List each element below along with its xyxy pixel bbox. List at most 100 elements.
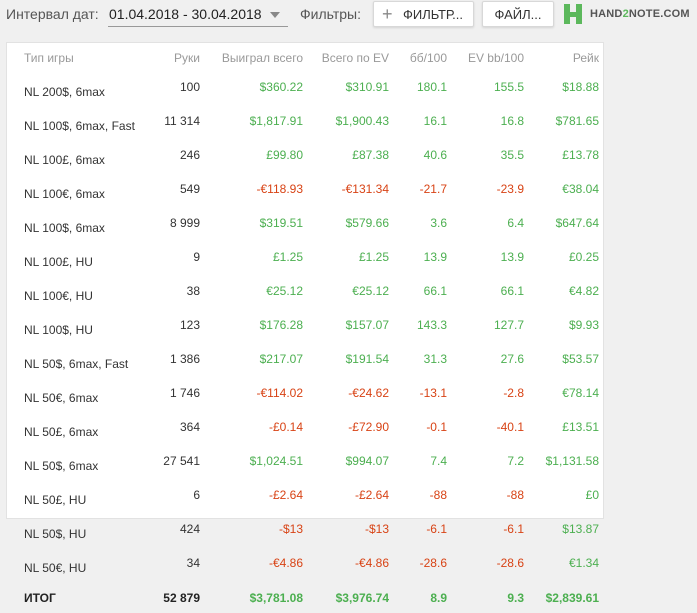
table-cell: 1 746 — [169, 386, 200, 400]
table-cell: 123 — [179, 318, 200, 332]
hand2note-logo-icon — [564, 4, 582, 24]
stats-table: Тип игры Руки Выиграл всего Всего по EV … — [13, 43, 599, 613]
table-row[interactable]: NL 50£, 6max 364 -£0.14 -£72.90 -0.1 -40.1 £13… — [13, 413, 599, 447]
table-cell: -£0.14 — [268, 420, 303, 434]
table-cell: $1,900.43 — [335, 114, 389, 128]
column-header[interactable]: Руки — [174, 51, 200, 65]
table-row[interactable]: NL 50$, 6max, Fast 1 386 $217.07 $191.54 31.… — [13, 345, 599, 379]
table-cell: -€131.34 — [341, 182, 389, 196]
table-cell: -€4.86 — [354, 556, 389, 570]
table-cell: £0.25 — [568, 250, 599, 264]
table-cell: 3.6 — [430, 216, 447, 230]
table-cell: -28.6 — [496, 556, 524, 570]
table-cell: $310.91 — [345, 80, 389, 94]
table-cell: $191.54 — [345, 352, 389, 366]
table-cell: -2.8 — [503, 386, 524, 400]
table-cell: $53.57 — [562, 352, 599, 366]
table-row[interactable]: NL 100$, HU 123 $176.28 $157.07 143.3 127.7 $9… — [13, 311, 599, 345]
table-row[interactable]: NL 100$, 6max 8 999 $319.51 $579.66 3.6 6.4 $6… — [13, 209, 599, 243]
chevron-down-icon[interactable] — [270, 12, 280, 18]
table-cell: 155.5 — [493, 80, 524, 94]
table-row[interactable]: NL 100€, 6max 549 -€118.93 -€131.34 -21.7 -23… — [13, 175, 599, 209]
table-cell: 66.1 — [423, 284, 447, 298]
table-cell: 35.5 — [500, 148, 524, 162]
table-cell: 8.9 — [430, 591, 447, 605]
table-cell: -6.1 — [426, 522, 447, 536]
table-cell: $176.28 — [259, 318, 303, 332]
table-cell: 13.9 — [500, 250, 524, 264]
game-type-cell: NL 100€, HU — [24, 289, 93, 303]
column-header[interactable]: Рейк — [572, 51, 599, 65]
table-total-row[interactable]: ИТОГ 52 879 $3,781.08 $3,976.74 8.9 9.3 $2,839… — [13, 583, 599, 613]
game-type-cell: NL 50€, HU — [24, 561, 87, 575]
column-header[interactable]: бб/100 — [409, 51, 447, 65]
column-header[interactable]: Выиграл всего — [221, 51, 303, 65]
table-row[interactable]: NL 50$, 6max 27 541 $1,024.51 $994.07 7.4 7.2… — [13, 447, 599, 481]
logo-text-post: NOTE.COM — [628, 8, 690, 20]
table-row[interactable]: NL 200$, 6max 100 $360.22 $310.91 180.1 155.5… — [13, 73, 599, 107]
table-cell: -€114.02 — [256, 386, 303, 400]
game-type-cell: NL 100€, 6max — [24, 187, 105, 201]
table-cell: $579.66 — [345, 216, 389, 230]
table-cell: $217.07 — [259, 352, 303, 366]
table-cell: 6.4 — [507, 216, 524, 230]
filters-label: Фильтры: — [300, 6, 361, 22]
table-cell: -£72.90 — [348, 420, 389, 434]
table-cell: 13.9 — [423, 250, 447, 264]
table-cell: $3,976.74 — [335, 591, 389, 605]
table-cell: £1.25 — [358, 250, 389, 264]
date-range-select[interactable]: 01.04.2018 - 30.04.2018 — [109, 6, 262, 22]
date-underline — [108, 26, 288, 27]
table-cell: 16.8 — [500, 114, 524, 128]
game-type-cell: NL 50£, HU — [24, 493, 87, 507]
table-cell: 9.3 — [507, 591, 524, 605]
logo-text-pre: HAND — [590, 8, 623, 20]
filter-button[interactable]: + ФИЛЬТР... — [373, 1, 474, 27]
column-header[interactable]: Тип игры — [24, 51, 74, 65]
table-row[interactable]: NL 100$, 6max, Fast 11 314 $1,817.91 $1,900… — [13, 107, 599, 141]
interval-label: Интервал дат: — [6, 6, 99, 22]
table-cell: $157.07 — [345, 318, 389, 332]
game-type-cell: NL 200$, 6max — [24, 85, 105, 99]
table-row[interactable]: NL 100€, HU 38 €25.12 €25.12 66.1 66.1 €4.82 — [13, 277, 599, 311]
table-cell: 31.3 — [423, 352, 447, 366]
game-type-cell: NL 100$, 6max — [24, 221, 105, 235]
column-header[interactable]: Всего по EV — [321, 51, 389, 65]
game-type-cell: NL 50$, HU — [24, 527, 87, 541]
table-header-row: Тип игры Руки Выиграл всего Всего по EV … — [13, 43, 599, 73]
table-cell: 6 — [193, 488, 200, 502]
table-row[interactable]: NL 100£, HU 9 £1.25 £1.25 13.9 13.9 £0.25 — [13, 243, 599, 277]
game-type-cell: ИТОГ — [24, 591, 56, 605]
table-cell: $994.07 — [345, 454, 389, 468]
table-cell: $18.88 — [562, 80, 599, 94]
table-cell: £0 — [585, 488, 599, 502]
table-cell: $2,839.61 — [545, 591, 599, 605]
table-row[interactable]: NL 50€, 6max 1 746 -€114.02 -€24.62 -13.1 -2.… — [13, 379, 599, 413]
table-cell: -13.1 — [419, 386, 447, 400]
column-header[interactable]: EV bb/100 — [467, 51, 524, 65]
table-row[interactable]: NL 50$, HU 424 -$13 -$13 -6.1 -6.1 $13.87 — [13, 515, 599, 549]
file-button[interactable]: ФАЙЛ... — [482, 1, 554, 27]
table-cell: -€24.62 — [348, 386, 389, 400]
table-cell: €78.14 — [562, 386, 599, 400]
table-row[interactable]: NL 50€, HU 34 -€4.86 -€4.86 -28.6 -28.6 €1.34 — [13, 549, 599, 583]
table-cell: 7.4 — [430, 454, 447, 468]
stats-panel: Тип игры Руки Выиграл всего Всего по EV … — [6, 42, 604, 605]
table-cell: £87.38 — [352, 148, 389, 162]
table-cell: -40.1 — [496, 420, 524, 434]
table-cell: $360.22 — [259, 80, 303, 94]
table-cell: £13.51 — [562, 420, 599, 434]
table-cell: €1.34 — [568, 556, 599, 570]
table-row[interactable]: NL 50£, HU 6 -£2.64 -£2.64 -88 -88 £0 — [13, 481, 599, 515]
table-cell: -$13 — [364, 522, 389, 536]
table-cell: 38 — [186, 284, 200, 298]
table-cell: $9.93 — [568, 318, 599, 332]
table-row[interactable]: NL 100£, 6max 246 £99.80 £87.38 40.6 35.5 £13.… — [13, 141, 599, 175]
logo-text-two: 2 — [622, 8, 629, 20]
table-cell: 143.3 — [416, 318, 447, 332]
table-cell: -88 — [506, 488, 524, 502]
table-cell: $647.64 — [555, 216, 599, 230]
table-cell: -23.9 — [496, 182, 524, 196]
table-cell: $13.87 — [562, 522, 599, 536]
game-type-cell: NL 100$, 6max, Fast — [24, 119, 135, 133]
